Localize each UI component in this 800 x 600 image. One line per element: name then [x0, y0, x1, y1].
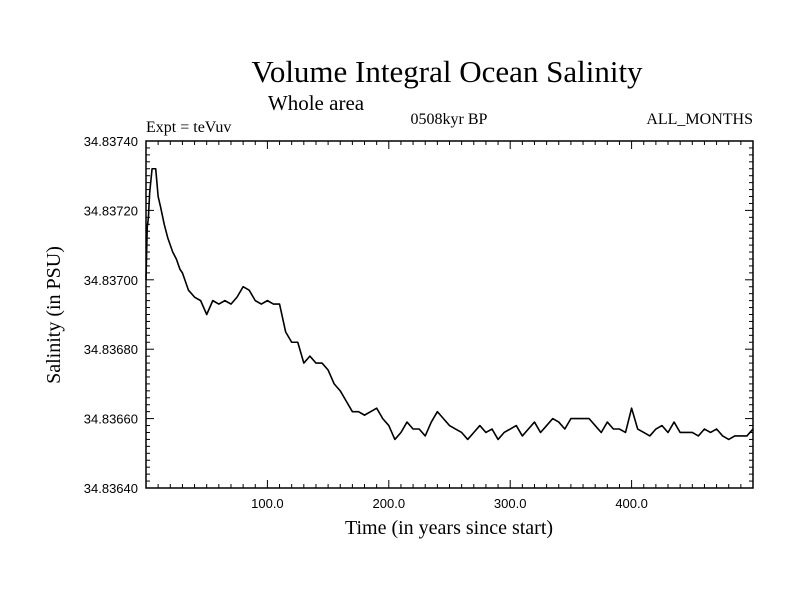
y-axis-ticks: 34.83640 34.83660 34.83680 34.83700 34.83720… — [84, 134, 138, 496]
plot-frame — [145, 140, 754, 489]
x-tick-label: 100.0 — [251, 496, 284, 511]
minor-ticks — [146, 141, 753, 488]
y-tick-label: 34.83660 — [84, 412, 138, 427]
y-axis-label: Salinity (in PSU) — [43, 246, 65, 384]
series-group — [145, 167, 754, 441]
x-tick-label: 200.0 — [373, 496, 406, 511]
y-tick-label: 34.83720 — [84, 203, 138, 218]
y-tick-label: 34.83700 — [84, 273, 138, 288]
series-line-salinity — [145, 167, 754, 441]
chart-title: Volume Integral Ocean Salinity — [251, 54, 643, 89]
period-label: 0508kyr BP — [411, 111, 488, 128]
experiment-label: Expt = teVuv — [146, 119, 231, 136]
x-tick-label: 400.0 — [615, 496, 648, 511]
x-axis-label: Time (in years since start) — [345, 517, 553, 539]
months-label: ALL_MONTHS — [646, 111, 753, 128]
y-tick-label: 34.83740 — [84, 134, 138, 149]
y-tick-label: 34.83640 — [84, 481, 138, 496]
y-tick-label: 34.83680 — [84, 342, 138, 357]
x-tick-label: 300.0 — [494, 496, 527, 511]
chart-subtitle: Whole area — [268, 91, 365, 115]
x-axis-ticks: 100.0 200.0 300.0 400.0 — [251, 496, 648, 511]
